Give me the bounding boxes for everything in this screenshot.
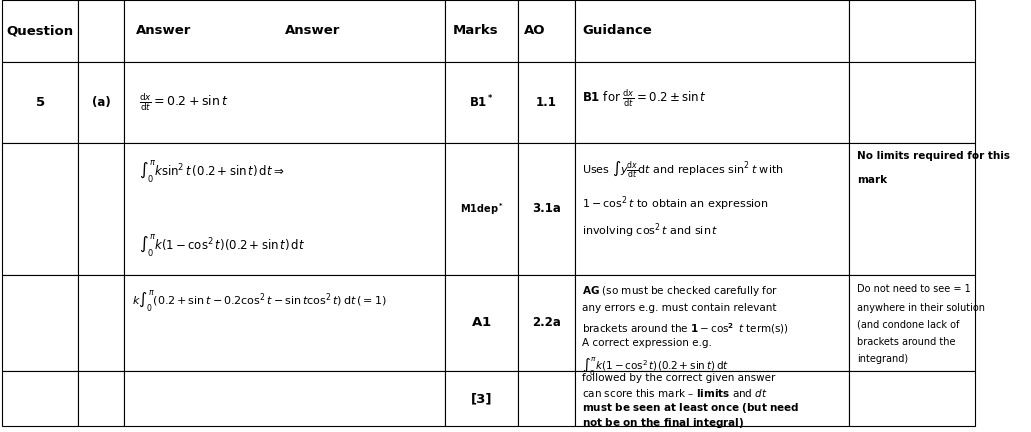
Text: [3]: [3] [471, 392, 493, 405]
Bar [849, 62, 975, 143]
Text: 3.1a: 3.1a [532, 203, 561, 216]
Text: mark: mark [857, 175, 887, 185]
Bar [445, 143, 519, 275]
Bar [849, 275, 975, 371]
Bar [574, 275, 849, 371]
Text: integrand): integrand) [857, 354, 908, 364]
Bar [445, 275, 519, 371]
Text: (and condone lack of: (and condone lack of [857, 320, 959, 330]
Bar [849, 371, 975, 426]
Bar [445, 0, 519, 62]
Text: A correct expression e.g.: A correct expression e.g. [583, 338, 712, 348]
Text: can score this mark – $\mathbf{limits}$ and $\mathbf{\mathit{dt}}$: can score this mark – $\mathbf{limits}$ … [583, 387, 768, 399]
Bar [574, 0, 849, 62]
Text: (a): (a) [92, 96, 110, 109]
Bar [574, 371, 849, 426]
Bar [445, 371, 519, 426]
Text: followed by the correct given answer: followed by the correct given answer [583, 373, 775, 383]
Text: Answer: Answer [136, 24, 191, 38]
Text: 1.1: 1.1 [536, 96, 557, 109]
Bar [124, 62, 445, 143]
Text: $\mathbf{AG}$ (so must be checked carefully for: $\mathbf{AG}$ (so must be checked carefu… [583, 283, 778, 298]
Text: any errors e.g. must contain relevant: any errors e.g. must contain relevant [583, 303, 776, 313]
Text: $\frac{\mathrm{d}x}{\mathrm{d}t} = 0.2 + \sin t$: $\frac{\mathrm{d}x}{\mathrm{d}t} = 0.2 +… [138, 91, 228, 113]
Text: 5: 5 [36, 96, 45, 109]
Bar [2, 371, 78, 426]
Text: Do not need to see = 1: Do not need to see = 1 [857, 283, 970, 293]
Bar [2, 143, 78, 275]
Text: Guidance: Guidance [583, 24, 652, 38]
Text: $\mathbf{M1dep^*}$: $\mathbf{M1dep^*}$ [460, 201, 503, 217]
Text: $\mathbf{not}$ $\mathbf{be}$ $\mathbf{on}$ $\mathbf{the}$ $\mathbf{final}$ $\mat: $\mathbf{not}$ $\mathbf{be}$ $\mathbf{on… [583, 416, 744, 430]
Text: Answer: Answer [285, 24, 340, 38]
Text: $k\int_0^{\pi}(0.2 + \sin t - 0.2\cos^2 t - \sin t\cos^2 t)\,\mathrm{d}t\,(=1)$: $k\int_0^{\pi}(0.2 + \sin t - 0.2\cos^2 … [132, 288, 387, 314]
Bar [519, 275, 574, 371]
Bar [849, 143, 975, 275]
Bar [445, 62, 519, 143]
Text: No limits required for this: No limits required for this [857, 151, 1009, 161]
Bar [78, 143, 124, 275]
Bar [124, 143, 445, 275]
Bar [519, 0, 574, 62]
Text: $\int_0^{\pi} k(1-\cos^2 t)(0.2 + \sin t)\,\mathrm{d}t$: $\int_0^{\pi} k(1-\cos^2 t)(0.2 + \sin t… [138, 233, 305, 259]
Bar [78, 371, 124, 426]
Text: brackets around the: brackets around the [857, 337, 956, 347]
Text: $\mathbf{B1^*}$: $\mathbf{B1^*}$ [469, 94, 494, 111]
Text: $\mathbf{B1}$ for $\frac{\mathrm{d}x}{\mathrm{d}t} = 0.2 \pm \sin t$: $\mathbf{B1}$ for $\frac{\mathrm{d}x}{\m… [583, 87, 707, 109]
Bar [124, 371, 445, 426]
Bar [124, 0, 445, 62]
Bar [2, 275, 78, 371]
Text: brackets around the $\mathbf{1} - \mathbf{\cos^2}$ $\mathit{t}$ term(s)): brackets around the $\mathbf{1} - \mathb… [583, 321, 790, 336]
Bar [124, 275, 445, 371]
Bar [2, 62, 78, 143]
Bar [574, 143, 849, 275]
Bar [78, 62, 124, 143]
Bar [519, 143, 574, 275]
Text: $\int_0^{\pi} k\sin^2 t\,(0.2 + \sin t)\,\mathrm{d}t \Rightarrow$: $\int_0^{\pi} k\sin^2 t\,(0.2 + \sin t)\… [138, 159, 285, 184]
Text: $1 - \cos^2 t$ to obtain an expression: $1 - \cos^2 t$ to obtain an expression [583, 194, 769, 213]
Text: anywhere in their solution: anywhere in their solution [857, 303, 985, 313]
Text: $\mathbf{A1}$: $\mathbf{A1}$ [471, 316, 492, 330]
Text: Uses $\int y\frac{\mathrm{d}x}{\mathrm{d}t}\mathrm{d}t$ and replaces $\sin^2 t$ : Uses $\int y\frac{\mathrm{d}x}{\mathrm{d… [583, 160, 784, 180]
Bar [519, 371, 574, 426]
Bar [78, 275, 124, 371]
Text: $\mathbf{must}$ $\mathbf{be}$ $\mathbf{seen}$ $\mathbf{at}$ $\mathbf{least}$ $\m: $\mathbf{must}$ $\mathbf{be}$ $\mathbf{s… [583, 401, 800, 415]
Text: AO: AO [524, 24, 545, 38]
Text: $\int_0^{\pi} k(1-\cos^2 t)(0.2 + \sin t)\,\mathrm{d}t$: $\int_0^{\pi} k(1-\cos^2 t)(0.2 + \sin t… [583, 356, 729, 378]
Text: Marks: Marks [453, 24, 499, 38]
Text: Question: Question [7, 24, 74, 38]
Bar [2, 0, 78, 62]
Text: involving $\cos^2 t$ and $\sin t$: involving $\cos^2 t$ and $\sin t$ [583, 222, 719, 240]
Text: 2.2a: 2.2a [532, 316, 561, 330]
Bar [574, 62, 849, 143]
Bar [519, 62, 574, 143]
Bar [849, 0, 975, 62]
Bar [78, 0, 124, 62]
